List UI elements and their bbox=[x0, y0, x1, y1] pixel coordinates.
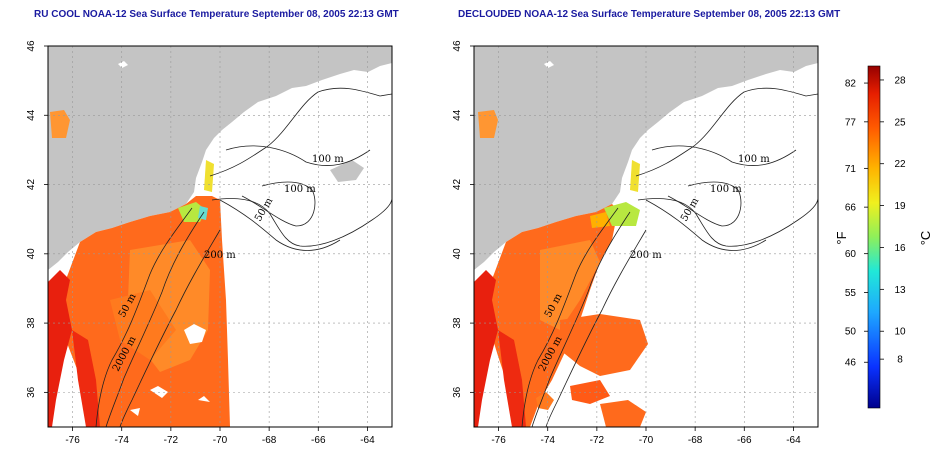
celsius-tick-label: 13 bbox=[894, 285, 906, 296]
celsius-tick-label: 8 bbox=[897, 355, 903, 366]
lon-tick-label: -66 bbox=[737, 435, 752, 446]
lat-tick-label: 46 bbox=[26, 40, 37, 52]
lat-tick-label: 38 bbox=[452, 317, 463, 329]
lon-tick-label: -74 bbox=[114, 435, 129, 446]
celsius-tick-label: 19 bbox=[894, 201, 906, 212]
lat-tick-label: 36 bbox=[452, 386, 463, 398]
lat-tick-label: 40 bbox=[26, 248, 37, 260]
map-frame bbox=[473, 45, 819, 428]
celsius-tick-label: 28 bbox=[894, 75, 906, 86]
lon-tick-label: -72 bbox=[590, 435, 605, 446]
celsius-tick-label: 10 bbox=[894, 327, 906, 338]
isobath-label: 200 m bbox=[630, 250, 662, 261]
lon-tick-label: -70 bbox=[213, 435, 228, 446]
lon-tick-label: -74 bbox=[540, 435, 555, 446]
fahrenheit-tick-label: 60 bbox=[845, 249, 857, 260]
colorbar-gradient bbox=[867, 65, 881, 409]
lat-tick-label: 46 bbox=[452, 40, 463, 52]
lon-tick-label: -68 bbox=[262, 435, 277, 446]
lon-tick-label: -68 bbox=[688, 435, 703, 446]
celsius-tick-label: 16 bbox=[894, 243, 906, 254]
isobath-lines bbox=[521, 87, 819, 428]
celsius-unit-label: °C bbox=[918, 231, 933, 246]
right-map-axes: -76 -74 -72 -70 -68 -66 -64 46 44 42 40 38 36 bbox=[452, 40, 819, 446]
lon-tick-label: -64 bbox=[360, 435, 375, 446]
land-mass bbox=[48, 46, 392, 270]
right-map-panel: 100 m 100 m 50 m 200 m 50 m 2000 m bbox=[474, 46, 819, 428]
left-map-axes: -76 -74 -72 -70 -68 -66 -64 46 44 42 40 38 36 bbox=[26, 40, 393, 446]
lat-tick-label: 36 bbox=[26, 386, 37, 398]
isobath-label: 100 m bbox=[710, 184, 742, 195]
isobath-label: 100 m bbox=[312, 154, 344, 165]
fahrenheit-tick-label: 82 bbox=[845, 79, 857, 90]
fahrenheit-tick-label: 55 bbox=[845, 288, 857, 299]
fahrenheit-tick-label: 71 bbox=[845, 164, 857, 175]
lon-tick-label: -70 bbox=[639, 435, 654, 446]
right-map-title: DECLOUDED NOAA-12 Sea Surface Temperatur… bbox=[458, 9, 841, 20]
lon-tick-label: -76 bbox=[491, 435, 506, 446]
map-frame bbox=[47, 45, 393, 428]
lat-tick-label: 44 bbox=[26, 109, 37, 121]
lon-tick-label: -72 bbox=[164, 435, 179, 446]
fahrenheit-tick-label: 77 bbox=[845, 117, 857, 128]
celsius-tick-label: 22 bbox=[894, 159, 906, 170]
celsius-tick-label: 25 bbox=[894, 117, 906, 128]
lat-tick-label: 44 bbox=[452, 109, 463, 121]
isobath-label: 100 m bbox=[284, 184, 316, 195]
lat-tick-label: 42 bbox=[26, 179, 37, 191]
isobath-label: 200 m bbox=[204, 250, 236, 261]
fahrenheit-tick-label: 66 bbox=[845, 203, 857, 214]
colorbar: 82 77 71 66 60 55 50 46 28 25 22 19 16 13 10 8 °F °C bbox=[834, 65, 933, 409]
fahrenheit-unit-label: °F bbox=[834, 231, 849, 244]
lat-tick-label: 38 bbox=[26, 317, 37, 329]
fahrenheit-tick-label: 50 bbox=[845, 327, 857, 338]
left-map-title: RU COOL NOAA-12 Sea Surface Temperature … bbox=[34, 9, 399, 20]
lon-tick-label: -64 bbox=[786, 435, 801, 446]
lat-tick-label: 42 bbox=[452, 179, 463, 191]
lon-tick-label: -76 bbox=[65, 435, 80, 446]
lon-tick-label: -66 bbox=[311, 435, 326, 446]
grid-lines bbox=[48, 45, 392, 427]
fahrenheit-tick-label: 46 bbox=[845, 358, 857, 369]
isobath-lines bbox=[95, 87, 393, 428]
isobath-label: 100 m bbox=[738, 154, 770, 165]
lat-tick-label: 40 bbox=[452, 248, 463, 260]
land-mass bbox=[474, 46, 818, 270]
